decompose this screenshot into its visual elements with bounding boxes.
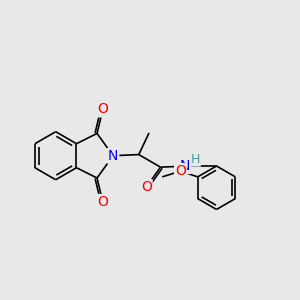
Text: N: N: [180, 159, 190, 173]
Text: O: O: [175, 164, 186, 178]
Text: O: O: [97, 102, 108, 116]
Text: O: O: [141, 180, 152, 194]
Text: O: O: [97, 195, 108, 209]
Text: N: N: [108, 149, 118, 163]
Text: H: H: [191, 153, 200, 166]
